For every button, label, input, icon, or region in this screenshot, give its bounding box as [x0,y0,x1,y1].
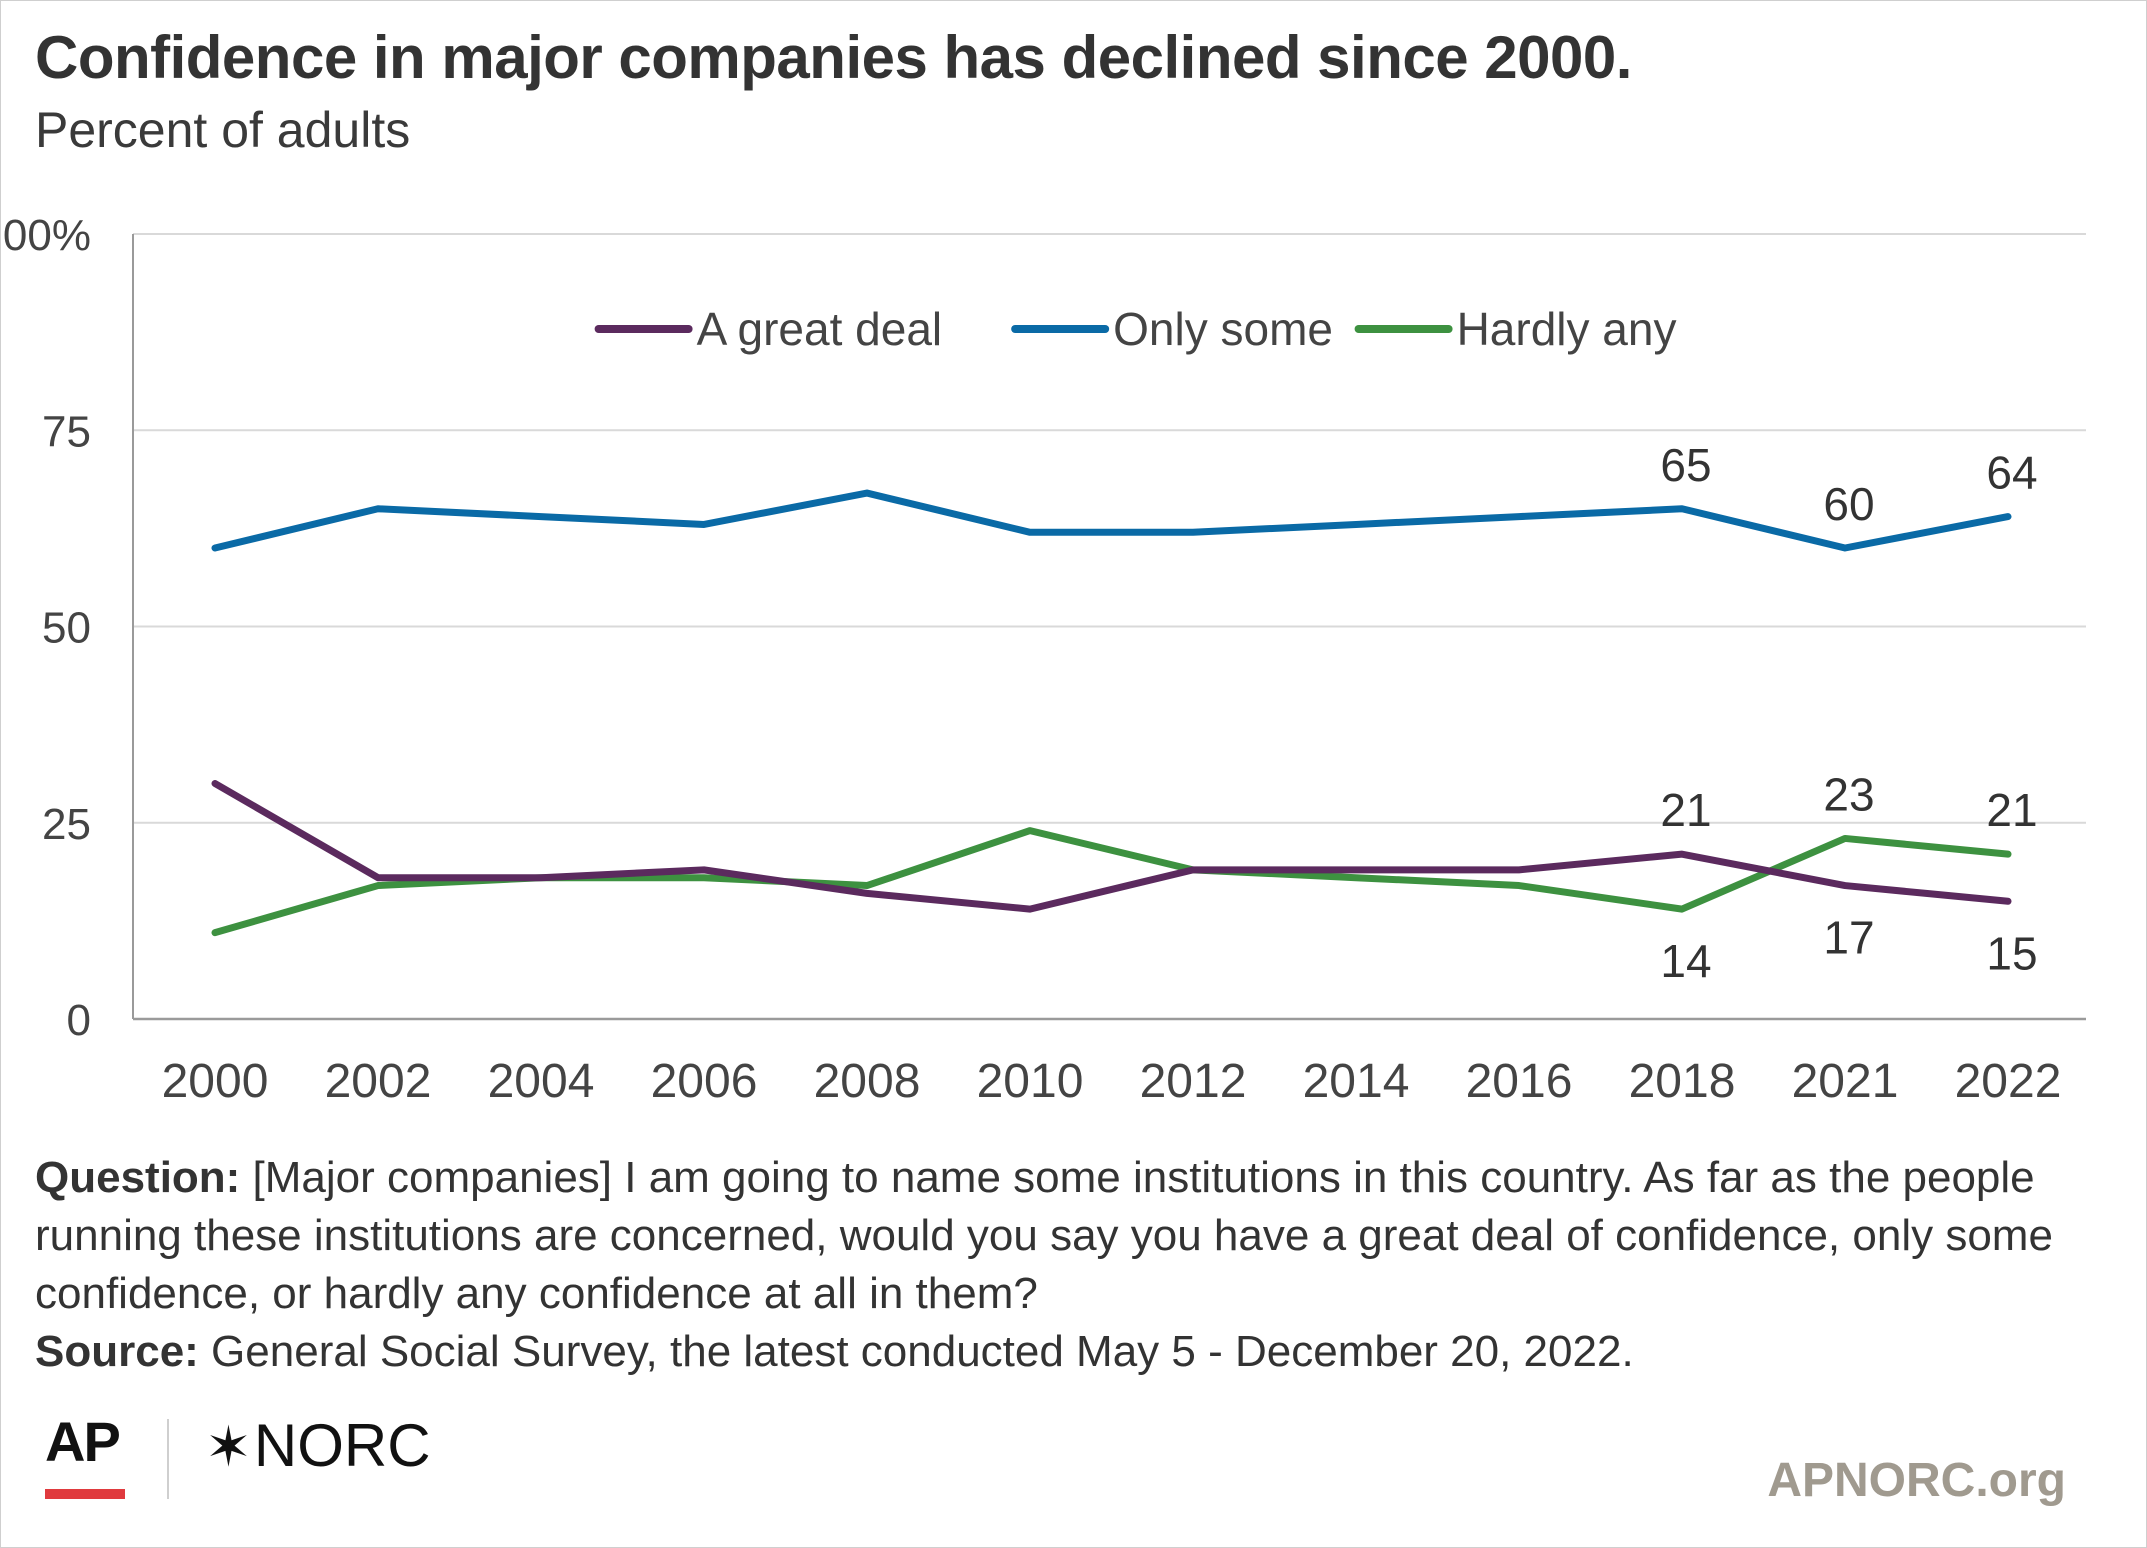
x-tick-label: 2000 [162,1055,269,1108]
x-tick-label: 2008 [814,1055,921,1108]
x-tick-label: 2021 [1792,1055,1899,1108]
series-line-hardly-any [211,827,2012,937]
legend-label: Hardly any [1457,303,1677,355]
chart-subtitle: Percent of adults [35,102,411,158]
chart-notes: Question: [Major companies] I am going t… [35,1149,2115,1381]
chart-title: Confidence in major companies has declin… [35,24,1632,91]
x-tick-label: 2010 [977,1055,1084,1108]
x-tick-label: 2018 [1629,1055,1736,1108]
x-tick-label: 2016 [1466,1055,1573,1108]
data-label: 17 [1823,912,1874,964]
y-tick-label: 100% [1,211,91,260]
y-tick-label: 25 [42,800,91,849]
question-note: Question: [Major companies] I am going t… [35,1149,2115,1323]
line-chart: 100% 75 50 25 0 2000 2002 2004 2006 2008 2010 2012… [1,211,2086,1108]
ap-logo-underline [45,1489,125,1499]
data-label: 14 [1660,935,1711,987]
data-label: 21 [1986,784,2037,836]
source-label: Source: [35,1327,199,1376]
source-note: Source: General Social Survey, the lates… [35,1323,2115,1381]
series-line-a-great-deal [211,780,2012,913]
norc-logo: ✶NORC [205,1411,431,1480]
y-tick-label: 50 [42,604,91,653]
x-tick-label: 2002 [325,1055,432,1108]
question-label: Question: [35,1153,241,1202]
x-tick-label: 2012 [1140,1055,1247,1108]
norc-logo-text: NORC [253,1412,431,1479]
source-text: General Social Survey, the latest conduc… [198,1327,1634,1376]
site-link[interactable]: APNORC.org [1767,1454,2066,1507]
legend-label: Only some [1113,303,1333,355]
x-tick-label: 2004 [488,1055,595,1108]
ap-logo: AP [45,1410,121,1473]
norc-star-icon: ✶ [205,1415,252,1478]
data-label: 64 [1986,447,2037,499]
data-label: 23 [1823,768,1874,820]
data-label: 60 [1823,478,1874,530]
y-tick-label: 0 [67,996,91,1045]
x-tick-label: 2006 [651,1055,758,1108]
legend-label: A great deal [697,303,943,355]
x-tick-label: 2014 [1303,1055,1410,1108]
logo-divider [167,1419,169,1499]
data-label: 65 [1660,439,1711,491]
data-label: 15 [1986,927,2037,979]
data-label: 21 [1660,784,1711,836]
series-line-only-some [211,489,2012,552]
y-tick-label: 75 [42,407,91,456]
question-text: [Major companies] I am going to name som… [35,1153,2053,1318]
x-tick-label: 2022 [1955,1055,2062,1108]
